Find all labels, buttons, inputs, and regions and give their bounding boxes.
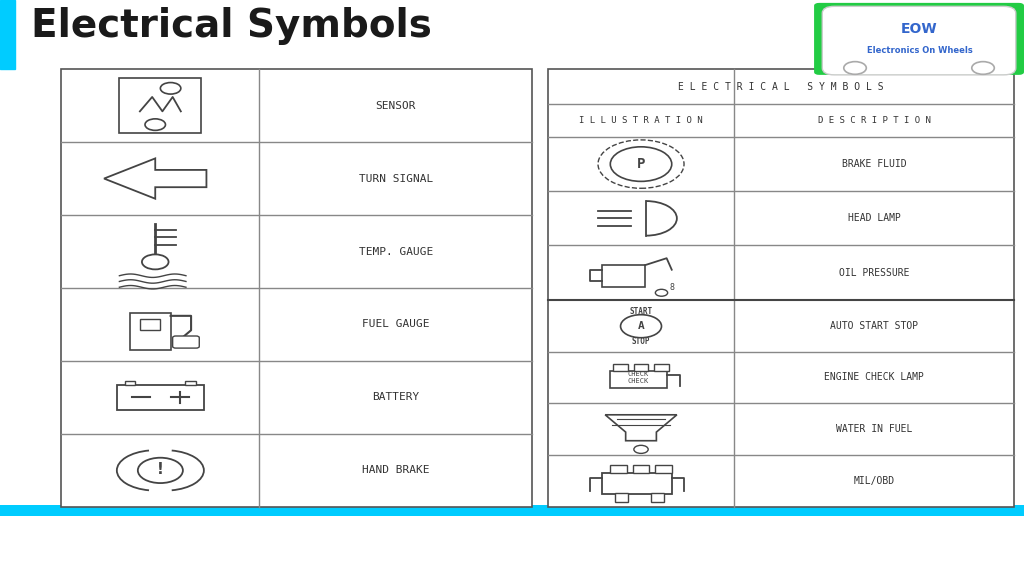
Text: E L E C T R I C A L   S Y M B O L S: E L E C T R I C A L S Y M B O L S [678, 82, 884, 92]
Bar [655, 465, 672, 473]
Text: Electrical Symbols: Electrical Symbols [31, 7, 431, 45]
Text: !: ! [157, 462, 164, 477]
Text: A: A [638, 321, 644, 331]
Polygon shape [104, 158, 207, 199]
Circle shape [138, 458, 183, 483]
Bar [610, 465, 627, 473]
Circle shape [844, 62, 866, 74]
Text: HEAD LAMP: HEAD LAMP [848, 213, 900, 223]
Text: HAND BRAKE: HAND BRAKE [362, 465, 430, 475]
Circle shape [972, 62, 994, 74]
Circle shape [142, 255, 169, 270]
Circle shape [145, 119, 166, 130]
Text: Electronics On Wheels: Electronics On Wheels [866, 46, 973, 55]
Bar [140, 319, 161, 330]
Text: MIL/OBD: MIL/OBD [853, 476, 895, 486]
Text: BATTERY: BATTERY [373, 392, 420, 403]
Bar [651, 493, 664, 502]
Text: 8: 8 [670, 282, 674, 291]
Bar [185, 381, 196, 385]
Text: P: P [637, 157, 645, 171]
Text: ENGINE CHECK LAMP: ENGINE CHECK LAMP [824, 373, 924, 382]
Bar [130, 313, 171, 350]
Text: SENSOR: SENSOR [376, 101, 416, 111]
Bar [633, 465, 649, 473]
Circle shape [655, 289, 668, 296]
Circle shape [161, 82, 181, 94]
Bar [548, 69, 1014, 507]
Circle shape [621, 314, 662, 338]
Bar [125, 381, 135, 385]
Circle shape [610, 147, 672, 181]
Text: AUTO START STOP: AUTO START STOP [829, 321, 919, 331]
FancyBboxPatch shape [173, 336, 200, 348]
Text: I L L U S T R A T I O N: I L L U S T R A T I O N [580, 116, 702, 125]
FancyBboxPatch shape [814, 3, 1024, 75]
Bar [654, 363, 669, 370]
FancyBboxPatch shape [822, 6, 1016, 75]
Text: D E S C R I P T I O N: D E S C R I P T I O N [817, 116, 931, 125]
Text: TEMP. GAUGE: TEMP. GAUGE [358, 247, 433, 256]
Bar [61, 69, 532, 507]
Text: BRAKE FLUID: BRAKE FLUID [842, 159, 906, 169]
Circle shape [634, 445, 648, 453]
Bar [602, 265, 645, 287]
Text: STOP: STOP [632, 337, 650, 346]
Bar [610, 370, 667, 388]
Bar [117, 385, 204, 410]
Bar [634, 363, 648, 370]
Text: TURN SIGNAL: TURN SIGNAL [358, 173, 433, 184]
Bar [602, 473, 672, 494]
Bar [615, 493, 628, 502]
Text: EOW: EOW [901, 22, 938, 36]
Bar [0, 0, 15, 69]
Text: FUEL GAUGE: FUEL GAUGE [362, 320, 430, 329]
Bar [0, 505, 1024, 516]
Text: CHECK
CHECK: CHECK CHECK [628, 371, 648, 384]
Text: OIL PRESSURE: OIL PRESSURE [839, 268, 909, 278]
Text: START: START [630, 307, 652, 316]
Text: WATER IN FUEL: WATER IN FUEL [836, 424, 912, 434]
Bar [120, 78, 202, 133]
Polygon shape [605, 415, 677, 441]
Bar [613, 363, 628, 370]
